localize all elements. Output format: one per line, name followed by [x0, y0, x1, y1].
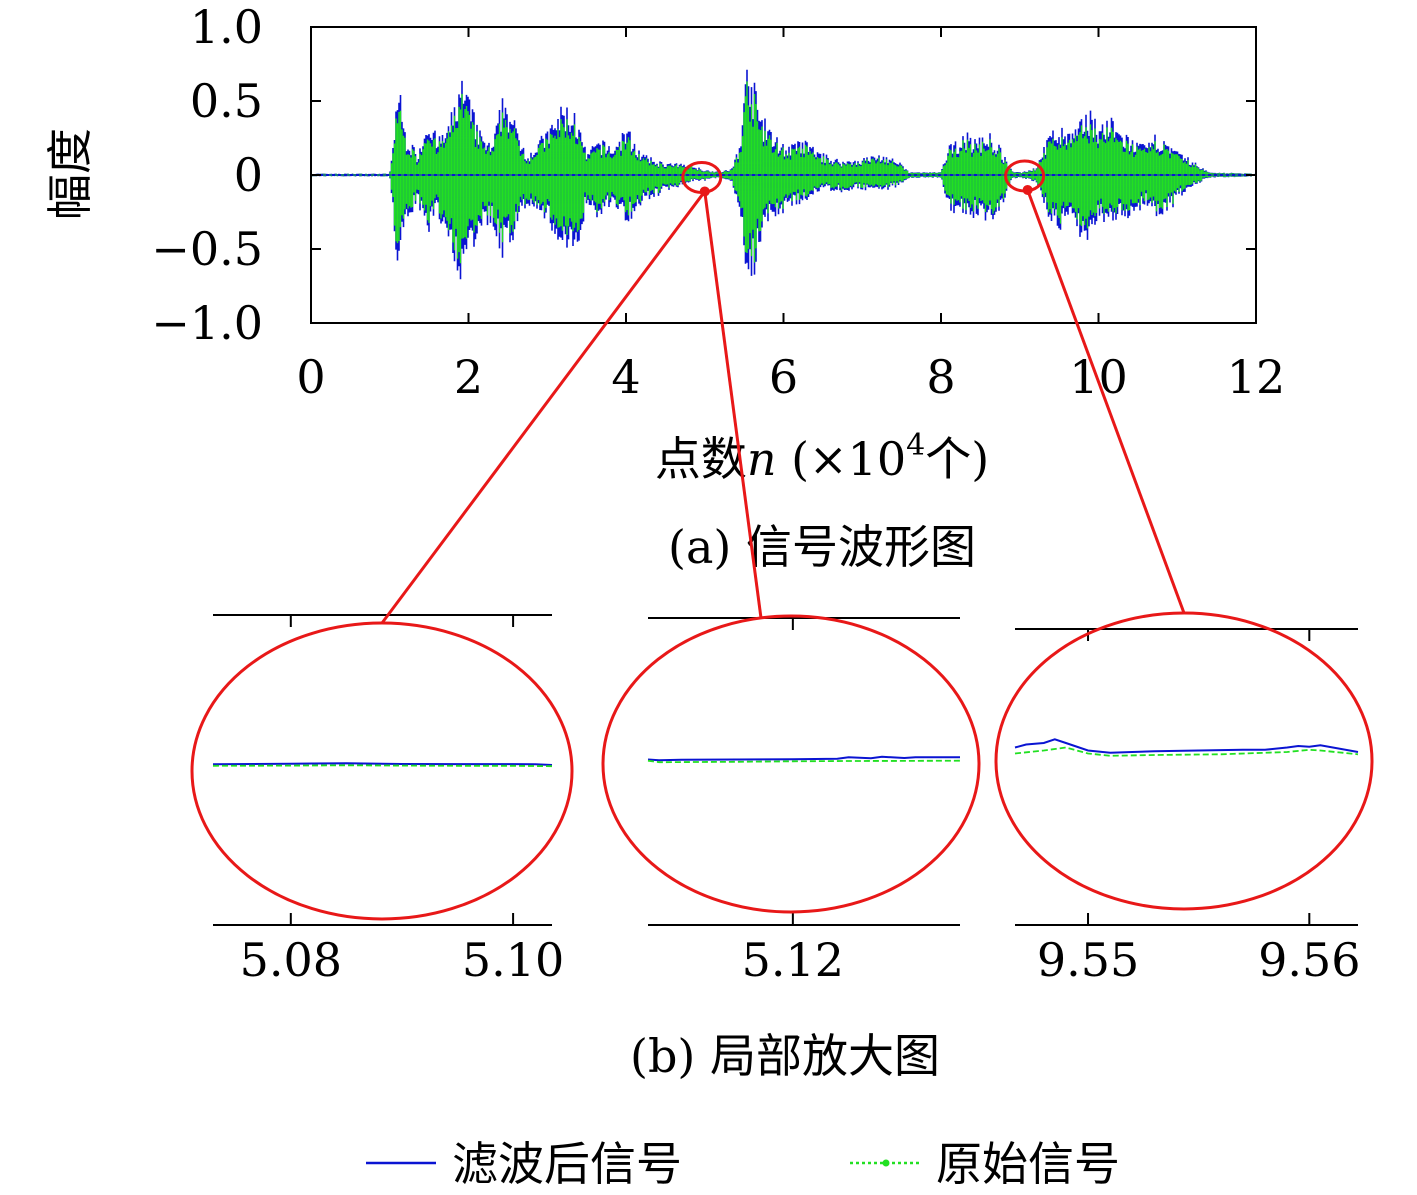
waveform-ticks: 0 2 4 6 8 10 12 1.0 0.5 0 −0.5 −1.0: [151, 0, 1285, 404]
zoom-x-tick-label: 9.56: [1258, 933, 1360, 987]
x-tick-label: 8: [926, 350, 955, 404]
x-tick-label: 4: [611, 350, 640, 404]
y-tick-label: −0.5: [151, 222, 263, 276]
legend-label-original: 原始信号: [936, 1137, 1120, 1191]
zoom-panels: 5.08 5.10 5.12 9.55 9.56 (b) 局部放大图: [190, 611, 1374, 1083]
waveform-zoom-markers: [681, 159, 1046, 197]
zoom-series-original: [1014, 746, 1359, 757]
x-tick-label: 12: [1227, 350, 1286, 404]
callout-line-3: [1026, 189, 1186, 614]
legend: 滤波后信号 原始信号: [366, 1137, 1120, 1191]
waveform-caption: (a) 信号波形图: [668, 520, 976, 574]
zoom-panel-1: 5.08 5.10: [190, 614, 574, 987]
x-axis-label-unit: (×10: [776, 432, 906, 486]
callout-line-2: [703, 191, 763, 619]
zoom-series-original: [647, 759, 961, 764]
callout-lines: [380, 189, 1186, 624]
zoom-highlight-ellipse: [994, 611, 1374, 911]
zoom-panel-2: 5.12: [601, 614, 981, 987]
zoom-x-tick-label: 9.55: [1037, 933, 1139, 987]
zoom-series-filtered: [647, 755, 960, 762]
x-axis-label-prefix: 点数: [655, 432, 747, 486]
zoom-x-tick-label: 5.12: [742, 933, 844, 987]
zoom-panel-3: 9.55 9.56: [994, 611, 1374, 987]
zoom-series-original: [212, 764, 553, 768]
y-tick-label: −1.0: [151, 296, 263, 350]
y-tick-label: 0.5: [190, 74, 263, 128]
x-tick-label: 6: [769, 350, 798, 404]
zoom-x-tick-label: 5.08: [240, 933, 342, 987]
zoom-x-tick-label: 5.10: [462, 933, 564, 987]
waveform-y-axis-label: 幅度: [43, 128, 97, 220]
legend-label-filtered: 滤波后信号: [452, 1137, 682, 1191]
zoom-highlight-ellipse: [601, 614, 981, 914]
callout-line-1: [380, 190, 706, 624]
y-tick-label: 0: [234, 148, 263, 202]
waveform-panel: 0 2 4 6 8 10 121.00.50−0.5−1.0 幅度 点数n (×104个) …: [43, 0, 1285, 574]
x-axis-label-exponent: 4: [906, 428, 925, 463]
x-tick-label: 2: [454, 350, 483, 404]
x-axis-label-variable: n: [747, 432, 777, 486]
x-tick-label: 0: [296, 350, 325, 404]
zoom-caption: (b) 局部放大图: [630, 1029, 940, 1083]
waveform-signal: [311, 69, 1257, 280]
y-tick-label: 1.0: [190, 0, 263, 54]
zoom-series-filtered: [1014, 738, 1359, 754]
zoom-series-filtered: [212, 762, 553, 766]
zoom-highlight-ellipse: [190, 621, 574, 921]
x-axis-label-suffix: 个): [925, 432, 989, 486]
x-tick-label: 10: [1069, 350, 1128, 404]
legend-marker-original: [882, 1159, 890, 1167]
waveform-x-axis-label: 点数n (×104个): [655, 428, 989, 486]
